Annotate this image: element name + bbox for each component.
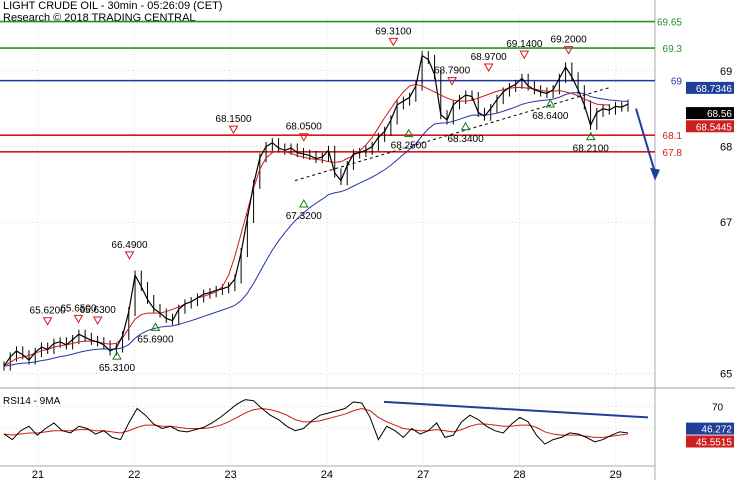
high-marker (42, 317, 53, 326)
rsi-badge-label: 45.5515 (696, 437, 733, 448)
rsi-tick-label: 70 (712, 402, 724, 413)
high-label: 68.9700 (471, 52, 508, 63)
x-tick-label: 29 (610, 469, 622, 480)
high-label: 65.6200 (30, 306, 67, 317)
high-marker (298, 133, 309, 142)
rsi-badge-label: 46.272 (701, 425, 732, 436)
rsi-trendline (383, 400, 649, 419)
x-tick-label: 27 (417, 469, 429, 480)
high-label: 69.3100 (375, 26, 412, 37)
x-tick-label: 22 (128, 469, 140, 480)
high-label: 69.1400 (506, 39, 543, 50)
y-tick-label: 65 (720, 369, 732, 381)
high-marker (519, 50, 530, 60)
level-label: 69.65 (657, 18, 682, 29)
low-label: 68.6400 (532, 111, 569, 122)
price-line (3, 54, 629, 367)
price-badge-label: 68.56 (707, 109, 732, 120)
high-label: 65.6500 (60, 303, 97, 314)
y-tick-label: 68 (720, 142, 732, 154)
high-label: 68.0500 (286, 122, 323, 133)
x-tick-label: 23 (224, 469, 236, 480)
projection-arrowhead (650, 167, 660, 181)
projection-arrow (635, 108, 655, 170)
low-label: 68.3400 (447, 134, 484, 145)
rsi-line (3, 399, 629, 445)
low-marker (403, 128, 414, 138)
y-tick-label: 67 (720, 217, 732, 229)
high-label: 65.6300 (80, 305, 117, 316)
low-label: 68.2100 (573, 144, 610, 155)
level-label: 68.1 (663, 131, 683, 142)
support-trendline (294, 86, 611, 182)
price-badge-label: 68.7346 (696, 84, 733, 95)
low-marker (545, 99, 556, 108)
high-marker (228, 125, 239, 135)
slow-ma-line (3, 92, 629, 367)
low-marker (150, 322, 161, 331)
high-marker (447, 77, 457, 86)
low-marker (112, 351, 122, 360)
high-marker (563, 46, 574, 55)
rsi-title: RSI14 - 9MA (3, 396, 61, 407)
y-tick-label: 69 (720, 66, 732, 78)
rsi-ma-line (3, 408, 629, 438)
low-marker (585, 131, 596, 141)
level-label: 67.8 (663, 148, 683, 159)
x-tick-label: 21 (32, 469, 44, 480)
x-tick-label: 28 (513, 469, 525, 480)
high-marker (124, 251, 135, 260)
x-tick-label: 24 (321, 469, 333, 480)
low-label: 67.3200 (286, 211, 323, 222)
price-badge (686, 81, 734, 94)
level-label: 69.3 (663, 44, 683, 55)
low-label: 68.2500 (391, 141, 428, 152)
high-label: 66.4900 (111, 240, 148, 251)
rsi-badge (686, 435, 734, 448)
level-label: 69 (671, 77, 683, 88)
price-badge (686, 120, 734, 133)
high-label: 69.2000 (551, 35, 588, 46)
high-marker (388, 37, 399, 47)
high-marker (92, 316, 103, 325)
low-label: 65.6900 (137, 334, 174, 345)
high-marker (73, 314, 84, 324)
low-label: 65.3100 (99, 363, 136, 374)
low-marker (298, 198, 309, 208)
low-marker (460, 121, 471, 131)
price-badge-label: 68.5445 (696, 122, 733, 133)
chart-title: LIGHT CRUDE OIL - 30min - 05:26:09 (CET) (3, 0, 223, 12)
high-label: 68.7900 (434, 66, 471, 77)
price-badge (686, 107, 734, 120)
high-label: 68.1500 (215, 114, 252, 125)
rsi-badge (686, 422, 734, 435)
high-marker (483, 63, 494, 73)
